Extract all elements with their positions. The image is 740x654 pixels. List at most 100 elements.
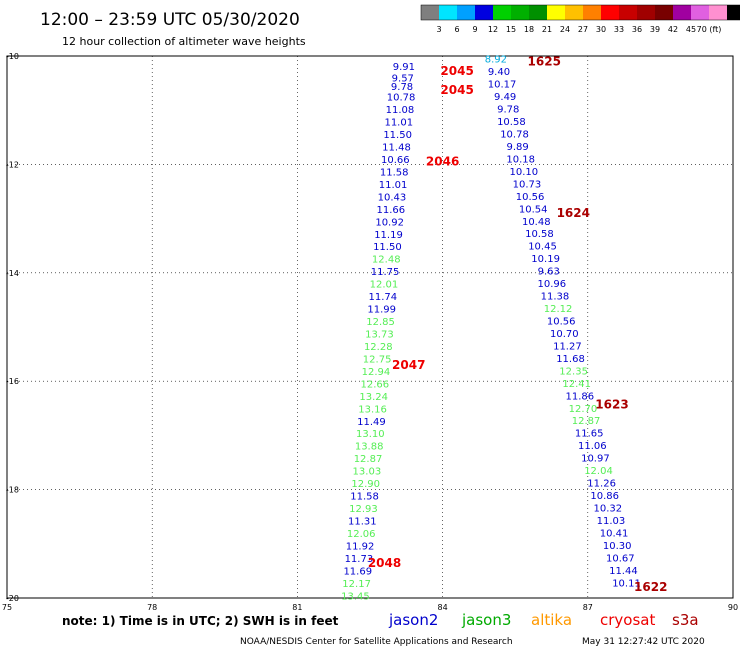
color-swatch [529, 5, 547, 20]
wave-height-value: 12.35 [559, 366, 588, 377]
wave-height-value: 10.19 [531, 254, 560, 265]
pass-time-label: 1622 [634, 580, 667, 594]
wave-height-value: 12.87 [354, 454, 383, 465]
wave-height-value: 12.48 [372, 255, 401, 266]
wave-height-value: 11.01 [379, 180, 408, 191]
wave-height-value: 10.78 [387, 93, 416, 104]
wave-height-value: 11.01 [384, 118, 413, 129]
chart-subtitle: 12 hour collection of altimeter wave hei… [62, 35, 306, 48]
color-swatch [727, 5, 740, 20]
color-scale-label: 36 [632, 25, 642, 34]
pass-time-label: 1625 [528, 54, 561, 68]
wave-height-value: 11.58 [380, 167, 409, 178]
wave-height-value: 11.73 [345, 554, 374, 565]
x-tick-label: 81 [292, 603, 302, 612]
wave-height-value: 10.17 [488, 80, 517, 91]
wave-height-value: 13.16 [358, 404, 387, 415]
color-swatch [655, 5, 673, 20]
wave-height-value: 9.49 [494, 92, 516, 103]
wave-height-value: 9.89 [506, 142, 528, 153]
wave-height-value: 11.31 [348, 516, 377, 527]
wave-height-value: 9.78 [391, 82, 413, 93]
satellite-legend-s3a: s3a [672, 611, 699, 629]
wave-height-value: 10.58 [497, 117, 526, 128]
wave-height-value: 10.58 [525, 229, 554, 240]
footer-timestamp: May 31 12:27:42 UTC 2020 [582, 637, 705, 647]
pass-time-label: 2045 [440, 83, 473, 97]
color-scale-label: 45 [686, 25, 696, 34]
pass-time-label: 1623 [595, 398, 628, 412]
x-tick-label: 84 [438, 603, 448, 612]
wave-height-value: 12.70 [569, 404, 598, 415]
pass-time-label: 2046 [426, 155, 459, 169]
satellite-legend-jason3: jason3 [461, 611, 511, 629]
color-scale-label: 39 [650, 25, 660, 34]
wave-height-value: 12.12 [544, 304, 573, 315]
wave-height-value: 12.41 [562, 379, 591, 390]
color-scale-label: 24 [560, 25, 570, 34]
wave-height-value: 10.92 [375, 217, 404, 228]
color-swatch [601, 5, 619, 20]
y-tick-label: -14 [6, 269, 19, 278]
color-scale-label: 6 [454, 25, 459, 34]
pass-time-label: 1624 [557, 206, 590, 220]
y-tick-label: -20 [6, 594, 19, 603]
x-tick-label: 75 [2, 603, 12, 612]
color-scale-label: 12 [488, 25, 498, 34]
wave-height-value: 12.06 [347, 529, 376, 540]
color-scale-label: 27 [578, 25, 588, 34]
y-tick-label: -18 [6, 486, 19, 495]
wave-height-value: 12.90 [351, 479, 380, 490]
wave-height-value: 10.48 [522, 217, 551, 228]
color-scale-bar: 3 6 9 12 15 18 21 24 27 30 33 36 39 42 45 70 (ft) [420, 4, 740, 34]
wave-height-value: 11.68 [556, 354, 585, 365]
pass-time-label: 2045 [440, 64, 473, 78]
wave-height-value: 11.65 [575, 429, 604, 440]
satellite-legend-cryosat: cryosat [600, 611, 655, 629]
y-tick-label: -10 [6, 52, 19, 61]
wave-height-value: 10.30 [603, 541, 632, 552]
color-swatch [421, 5, 439, 20]
color-scale-label: 21 [542, 25, 552, 34]
color-scale-label: 18 [524, 25, 534, 34]
wave-height-value: 9.91 [393, 62, 415, 73]
wave-height-value: 11.27 [553, 341, 582, 352]
wave-height-value: 9.40 [488, 67, 510, 78]
wave-height-value: 10.86 [590, 491, 619, 502]
wave-height-value: 11.08 [386, 105, 415, 116]
y-tick-label: -16 [6, 377, 19, 386]
wave-height-value: 11.58 [350, 492, 379, 503]
wave-height-value: 11.69 [343, 566, 372, 577]
wave-height-value: 13.73 [365, 330, 394, 341]
satellite-legend: jason2 jason3 altika cryosat s3a [388, 611, 699, 629]
wave-height-value: 11.92 [346, 541, 375, 552]
wave-height-value: 10.67 [606, 553, 635, 564]
wave-height-value: 11.48 [382, 143, 411, 154]
wave-height-value: 10.70 [550, 329, 579, 340]
wave-height-value: 11.06 [578, 441, 607, 452]
color-swatch [565, 5, 583, 20]
plot-frame [6, 55, 734, 599]
wave-height-value: 9.63 [538, 267, 560, 278]
color-swatch [475, 5, 493, 20]
wave-height-value: 10.54 [519, 204, 548, 215]
color-swatch [673, 5, 691, 20]
wave-height-value: 10.45 [528, 242, 557, 253]
wave-height-value: 10.96 [538, 279, 567, 290]
x-tick-label: 90 [728, 603, 738, 612]
wave-height-value: 10.18 [506, 154, 535, 165]
wave-height-value: 10.97 [581, 454, 610, 465]
wave-height-value: 11.49 [357, 417, 386, 428]
wave-height-value: 13.24 [359, 392, 388, 403]
wave-height-value: 12.66 [361, 379, 390, 390]
wave-height-value: 11.74 [369, 292, 398, 303]
wave-height-value: 10.56 [516, 192, 545, 203]
footer-credit: NOAA/NESDIS Center for Satellite Applica… [240, 637, 513, 647]
wave-height-value: 10.43 [378, 192, 407, 203]
satellite-legend-altika: altika [531, 611, 572, 629]
color-scale-label: 33 [614, 25, 624, 34]
wave-height-value: 11.50 [373, 242, 402, 253]
wave-height-value: 12.85 [366, 317, 395, 328]
color-scale-label: 3 [436, 25, 441, 34]
wave-height-value: 12.87 [572, 416, 601, 427]
